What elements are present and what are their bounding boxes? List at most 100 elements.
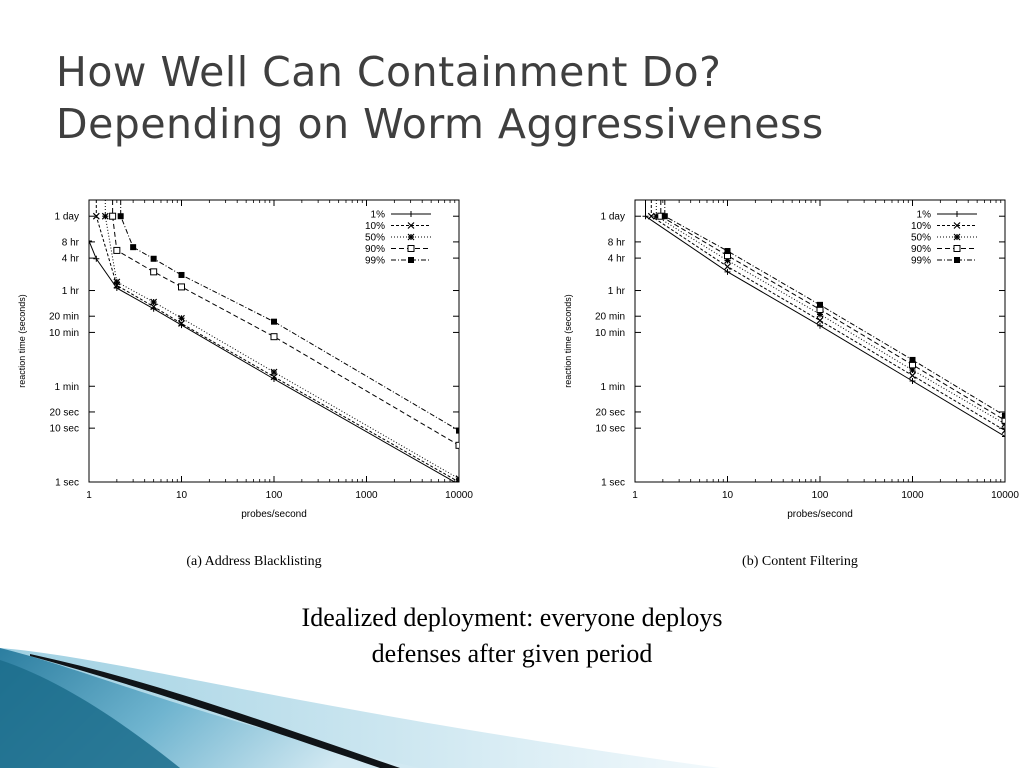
x-tick-label: 1 <box>632 490 638 501</box>
slide-title-line-2: Depending on Worm Aggressiveness <box>56 100 824 148</box>
series-point-2 <box>652 212 660 220</box>
plot-area <box>89 200 459 482</box>
y-tick-label: 1 day <box>601 212 625 223</box>
slide-caption: Idealized deployment: everyone deploys d… <box>0 600 1024 672</box>
legend-label: 90% <box>365 244 385 255</box>
series-point-2 <box>150 298 158 306</box>
series-point-4 <box>817 301 823 308</box>
series-point-1 <box>1001 427 1005 435</box>
chart-subtitle: (b) Content Filtering <box>742 554 858 569</box>
legend-marker <box>408 257 414 263</box>
x-tick-label: 1000 <box>355 490 378 501</box>
series-point-2 <box>724 257 731 264</box>
series-point-0 <box>89 237 92 244</box>
series-line-2 <box>104 200 459 480</box>
series-point-4 <box>456 427 459 434</box>
x-axis-label: probes/second <box>787 509 853 520</box>
series-point-2 <box>178 314 185 322</box>
series-point-1 <box>816 317 824 324</box>
series-line-0 <box>645 200 1005 437</box>
plot-frame <box>88 199 460 483</box>
series-point-0 <box>642 213 649 220</box>
slide-title-line-1: How Well Can Containment Do? <box>56 48 722 96</box>
series-point-0 <box>817 322 823 329</box>
series-point-2 <box>270 368 278 376</box>
series-point-4 <box>909 356 916 363</box>
y-tick-label: 1 sec <box>601 478 625 489</box>
y-tick-label: 10 sec <box>50 424 79 435</box>
x-axis-label: probes/second <box>241 509 307 520</box>
legend-marker <box>953 245 961 252</box>
y-tick-label: 10 min <box>595 328 625 339</box>
legend-marker <box>407 222 415 229</box>
x-tick-label: 10 <box>176 490 188 501</box>
series-point-4 <box>178 271 185 278</box>
series-point-3 <box>150 268 158 276</box>
slide-caption-line-1: Idealized deployment: everyone deploys <box>301 603 723 632</box>
y-tick-label: 8 hr <box>62 237 80 248</box>
legend-label: 90% <box>911 244 931 255</box>
series-point-0 <box>1002 433 1005 440</box>
series-line-4 <box>664 200 1005 417</box>
plot-frame <box>634 199 1006 483</box>
series-point-2 <box>455 475 459 482</box>
legend-label: 10% <box>365 221 385 232</box>
legend-marker <box>953 233 961 241</box>
series-point-4 <box>1002 412 1005 419</box>
x-tick-label: 1 <box>86 490 92 501</box>
series-point-2 <box>113 278 121 286</box>
series-line-1 <box>650 200 1005 432</box>
x-tick-label: 100 <box>812 490 829 501</box>
series-point-3 <box>270 333 278 341</box>
y-tick-label: 20 sec <box>596 407 625 418</box>
legend-label: 50% <box>365 233 385 244</box>
legend-marker <box>407 233 415 241</box>
x-tick-label: 10 <box>722 490 734 501</box>
series-point-4 <box>130 244 137 251</box>
series-point-0 <box>909 378 916 385</box>
legend-label: 10% <box>911 221 931 232</box>
series-point-0 <box>93 255 100 262</box>
plot-area <box>642 200 1005 440</box>
legend-label: 99% <box>365 256 385 267</box>
series-point-1 <box>909 372 916 379</box>
chart-content-filtering: 1 10 100 1000 10000 1 sec 10 sec 20 sec 1 min 10 … <box>562 185 1022 585</box>
legend-label: 1% <box>371 210 386 221</box>
legend-marker <box>953 222 961 229</box>
series-point-3 <box>109 212 117 220</box>
y-tick-label: 20 sec <box>50 407 79 418</box>
x-tick-label: 1000 <box>901 490 924 501</box>
legend-label: 1% <box>917 210 932 221</box>
y-tick-label: 4 hr <box>608 254 626 265</box>
legend-label: 99% <box>911 256 931 267</box>
y-tick-label: 1 day <box>55 212 79 223</box>
y-tick-label: 1 hr <box>608 286 626 297</box>
series-point-4 <box>150 255 157 262</box>
chart-subtitle: (a) Address Blacklisting <box>186 554 321 569</box>
chart-a-svg: 1 10 100 1000 10000 1 sec 10 sec 20 sec 1 min 10 … <box>17 199 473 569</box>
series-point-1 <box>178 320 185 327</box>
series-point-2 <box>101 212 109 220</box>
series-point-4 <box>724 248 731 255</box>
series-point-4 <box>271 318 277 325</box>
x-tick-label: 10000 <box>991 490 1019 501</box>
legend-label: 50% <box>911 233 931 244</box>
series-point-4 <box>117 213 124 220</box>
legend-marker <box>407 245 415 252</box>
y-tick-label: 4 hr <box>62 254 80 265</box>
y-tick-label: 20 min <box>595 312 625 323</box>
series-point-3 <box>113 246 121 254</box>
swoosh-deep-band <box>0 660 180 768</box>
series-point-2 <box>816 310 824 318</box>
series-point-1 <box>724 263 731 271</box>
series-line-2 <box>655 200 1005 425</box>
y-tick-label: 20 min <box>49 312 79 323</box>
series-point-3 <box>455 441 459 449</box>
x-tick-label: 100 <box>266 490 283 501</box>
y-tick-label: 1 min <box>55 382 79 393</box>
series-point-2 <box>909 366 916 374</box>
legend-marker <box>954 211 960 217</box>
y-tick-label: 1 hr <box>62 286 80 297</box>
slide-title: How Well Can Containment Do? Depending o… <box>56 46 996 150</box>
y-tick-label: 1 sec <box>55 478 79 489</box>
